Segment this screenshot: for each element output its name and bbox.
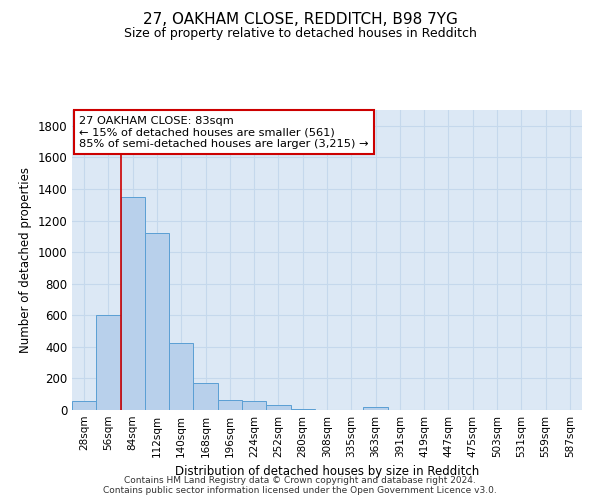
Bar <box>96 316 121 410</box>
Bar <box>218 400 242 410</box>
X-axis label: Distribution of detached houses by size in Redditch: Distribution of detached houses by size … <box>175 466 479 478</box>
Bar <box>290 409 315 410</box>
Bar <box>121 197 145 410</box>
Bar <box>145 233 169 410</box>
Text: Contains public sector information licensed under the Open Government Licence v3: Contains public sector information licen… <box>103 486 497 495</box>
Bar <box>72 402 96 410</box>
Y-axis label: Number of detached properties: Number of detached properties <box>19 167 32 353</box>
Text: Contains HM Land Registry data © Crown copyright and database right 2024.: Contains HM Land Registry data © Crown c… <box>124 476 476 485</box>
Bar <box>193 383 218 410</box>
Text: 27, OAKHAM CLOSE, REDDITCH, B98 7YG: 27, OAKHAM CLOSE, REDDITCH, B98 7YG <box>143 12 457 28</box>
Bar <box>266 406 290 410</box>
Bar <box>364 407 388 410</box>
Bar <box>242 400 266 410</box>
Text: Size of property relative to detached houses in Redditch: Size of property relative to detached ho… <box>124 28 476 40</box>
Bar <box>169 343 193 410</box>
Text: 27 OAKHAM CLOSE: 83sqm
← 15% of detached houses are smaller (561)
85% of semi-de: 27 OAKHAM CLOSE: 83sqm ← 15% of detached… <box>79 116 369 148</box>
